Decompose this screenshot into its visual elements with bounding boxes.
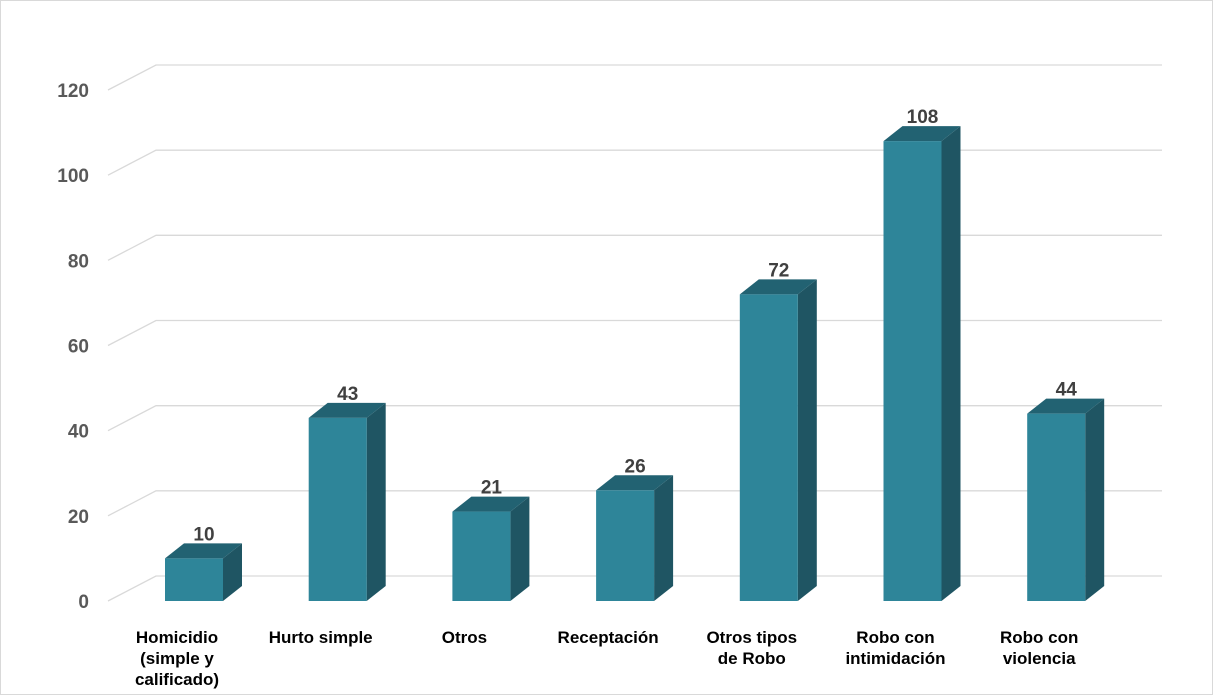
data-label: 43 <box>337 384 358 405</box>
y-tick-label: 120 <box>57 81 89 102</box>
bar <box>308 417 367 601</box>
bar-side <box>366 402 386 601</box>
bar-side <box>223 543 242 601</box>
x-axis-categories: Homicidio (simple y calificado) Hurto simpl… <box>135 628 1078 689</box>
bar <box>739 294 798 601</box>
gridline <box>107 234 1162 261</box>
category-label: Hurto simple <box>269 628 373 647</box>
category-label: Homicidio (simple y calificado) <box>135 628 219 689</box>
category-label-line: calificado) <box>135 670 219 689</box>
category-label-line: (simple y <box>140 649 214 668</box>
gridline <box>107 405 1162 432</box>
category-label-line: Receptación <box>558 628 659 647</box>
category-label: Otros <box>442 628 487 647</box>
category-label-line: Robo con <box>1000 628 1078 647</box>
category-label-line: intimidación <box>845 649 945 668</box>
data-label: 21 <box>481 478 503 499</box>
category-label-line: Robo con <box>856 628 934 647</box>
category-label-line: violencia <box>1003 649 1076 668</box>
bar-top <box>452 496 530 512</box>
bar-side <box>797 279 817 601</box>
category-label: Receptación <box>558 628 659 647</box>
data-label: 10 <box>193 524 214 545</box>
category-label: Otros tipos de Robo <box>706 628 797 668</box>
bar-side <box>941 126 961 601</box>
bar-side <box>1085 398 1105 601</box>
bar-top <box>596 475 674 491</box>
y-tick-label: 60 <box>68 337 89 358</box>
data-label: 108 <box>907 107 939 128</box>
category-label-line: de Robo <box>718 649 786 668</box>
category-label: Robo con violencia <box>1000 628 1078 668</box>
bar-top <box>1027 398 1105 414</box>
y-axis-ticks: 0 20 40 60 80 100 120 <box>57 81 89 613</box>
y-tick-label: 0 <box>78 592 89 613</box>
bars <box>165 126 1105 601</box>
category-label-line: Homicidio <box>136 628 218 647</box>
data-label: 44 <box>1056 380 1078 401</box>
category-label: Robo con intimidación <box>845 628 945 668</box>
bar <box>165 558 223 601</box>
category-label-line: Hurto simple <box>269 628 373 647</box>
gridline <box>107 319 1162 347</box>
y-tick-label: 40 <box>68 422 89 443</box>
bar-side <box>654 475 674 601</box>
gridline <box>107 575 1162 602</box>
data-labels: 10 43 21 26 72 108 44 <box>193 107 1077 545</box>
bar <box>596 490 655 601</box>
category-label-line: Otros <box>442 628 487 647</box>
bar-side <box>510 496 530 601</box>
y-tick-label: 20 <box>68 507 89 528</box>
y-tick-label: 80 <box>68 251 89 272</box>
data-label: 26 <box>625 456 646 477</box>
bar <box>1027 413 1086 601</box>
gridline <box>107 490 1162 517</box>
gridline <box>107 64 1162 91</box>
y-tick-label: 100 <box>57 166 89 187</box>
data-label: 72 <box>768 260 789 281</box>
category-label-line: Otros tipos <box>706 628 797 647</box>
bar-top <box>165 543 242 559</box>
gridlines <box>107 64 1162 602</box>
bar <box>883 141 942 601</box>
bar <box>452 511 511 601</box>
bar-top <box>308 402 386 418</box>
gridline <box>107 149 1162 176</box>
bar-top <box>739 279 817 295</box>
bar-top <box>883 126 961 142</box>
